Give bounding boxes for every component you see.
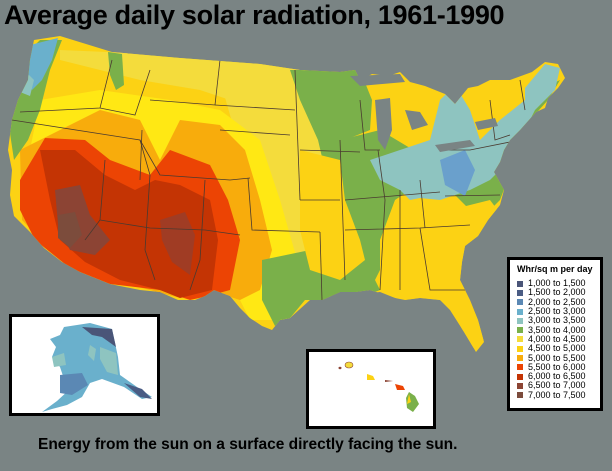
legend-label: 6,000 to 6,500 [528, 371, 586, 382]
legend-item: 2,500 to 3,000 [517, 307, 596, 316]
legend-swatch [517, 336, 523, 343]
legend-item: 2,000 to 2,500 [517, 296, 596, 307]
legend-swatch [517, 364, 523, 371]
legend-title: Whr/sq m per day [517, 264, 593, 274]
gulf-water [345, 292, 462, 345]
map-title: Average daily solar radiation, 1961-1990 [4, 0, 505, 30]
legend-item: 5,500 to 6,000 [517, 361, 596, 372]
legend-item: 3,500 to 4,000 [517, 325, 596, 334]
state-borders [11, 59, 526, 301]
legend-swatch [517, 299, 523, 306]
legend-label: 7,000 to 7,500 [528, 389, 586, 400]
legend: Whr/sq m per day 1,000 to 1,500 1,500 to … [507, 257, 603, 411]
legend-swatch [517, 317, 523, 324]
legend-label: 2,500 to 3,000 [528, 306, 586, 317]
legend-item: 4,000 to 4,500 [517, 333, 596, 344]
legend-label: 5,500 to 6,000 [528, 361, 586, 372]
legend-swatch [517, 355, 523, 362]
legend-item: 4,500 to 5,000 [517, 344, 596, 353]
legend-swatch [517, 308, 523, 315]
legend-item: 1,000 to 1,500 [517, 279, 596, 288]
legend-swatch [517, 280, 523, 287]
legend-label: 1,000 to 1,500 [528, 278, 586, 289]
legend-label: 5,000 to 5,500 [528, 352, 586, 363]
legend-label: 3,500 to 4,000 [528, 324, 586, 335]
great-lakes [350, 74, 498, 152]
legend-label: 6,500 to 7,000 [528, 380, 586, 391]
legend-item: 6,000 to 6,500 [517, 372, 596, 381]
map-caption: Energy from the sun on a surface directl… [38, 436, 458, 453]
legend-swatch [517, 392, 523, 399]
legend-item: 1,500 to 2,000 [517, 288, 596, 297]
legend-swatch [517, 289, 523, 296]
legend-items: 1,000 to 1,500 1,500 to 2,000 2,000 to 2,5… [517, 279, 596, 400]
legend-item: 6,500 to 7,000 [517, 381, 596, 390]
legend-label: 4,500 to 5,000 [528, 343, 586, 354]
legend-swatch [517, 373, 523, 380]
legend-label: 1,500 to 2,000 [528, 287, 586, 298]
legend-label: 2,000 to 2,500 [528, 296, 586, 307]
legend-swatch [517, 345, 523, 352]
legend-label: 3,000 to 3,500 [528, 315, 586, 326]
legend-swatch [517, 382, 523, 389]
hawaii-map [338, 361, 419, 412]
legend-item: 7,000 to 7,500 [517, 389, 596, 400]
legend-item: 3,000 to 3,500 [517, 316, 596, 325]
legend-label: 4,000 to 4,500 [528, 333, 586, 344]
alaska-map [42, 323, 152, 412]
hawaii-inset [306, 349, 436, 429]
conus-contours [8, 36, 565, 352]
legend-swatch [517, 327, 523, 334]
legend-item: 5,000 to 5,500 [517, 353, 596, 362]
alaska-inset [9, 314, 160, 416]
